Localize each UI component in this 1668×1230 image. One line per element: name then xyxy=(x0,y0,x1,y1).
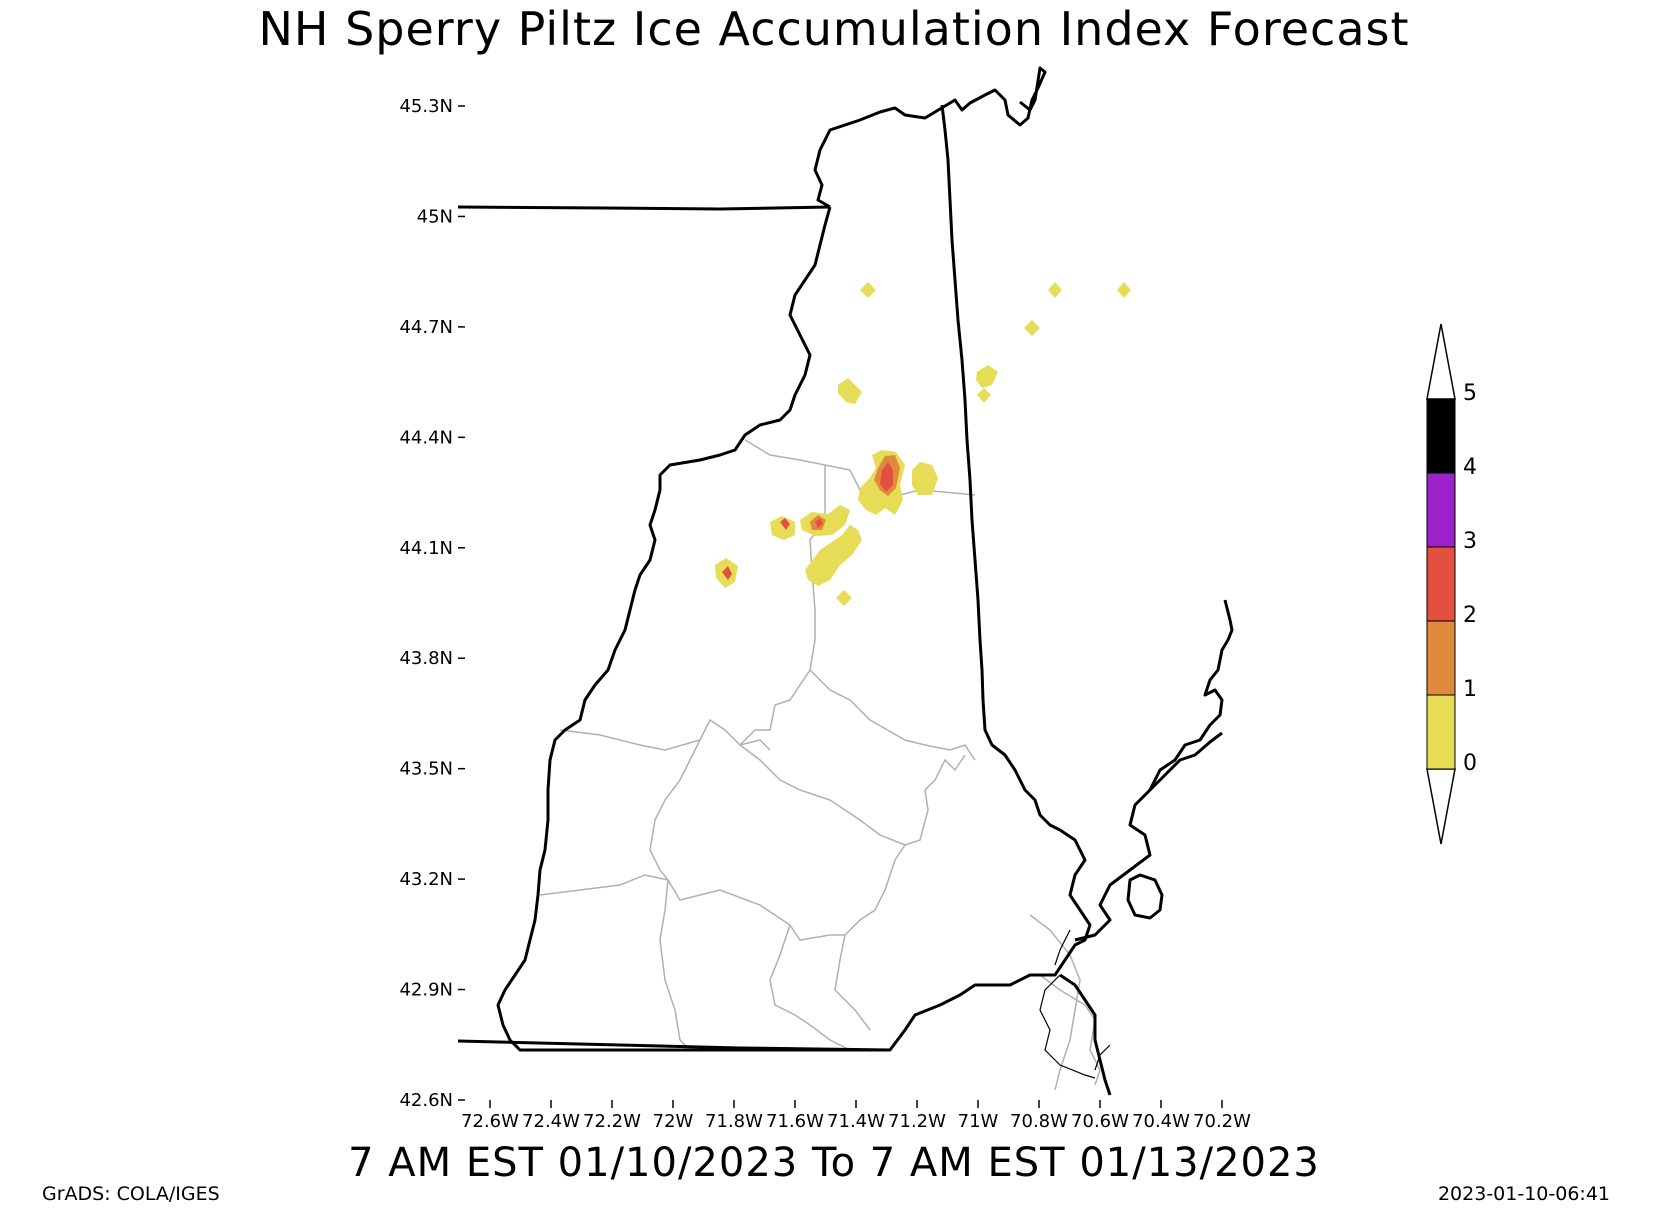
ice-region xyxy=(860,282,876,298)
latitude-ticks: 45.3N 45N 44.7N 44.4N 44.1N 43.8N 43.5N 43.2N 42… xyxy=(399,96,465,1111)
legend-label: 3 xyxy=(1463,529,1477,554)
lat-tick-label: 44.4N xyxy=(399,427,453,448)
software-credit: GrADS: COLA/IGES xyxy=(42,1183,220,1205)
coast-loop xyxy=(1126,873,1164,920)
ma-border xyxy=(457,1039,891,1052)
coast-north xyxy=(1148,599,1234,791)
lat-tick-label: 45N xyxy=(417,206,453,227)
ice-region xyxy=(1117,282,1131,298)
legend-label: 2 xyxy=(1463,603,1477,628)
inlet-boundaries xyxy=(1039,929,1111,1079)
lon-tick-label: 72W xyxy=(653,1111,694,1132)
map-title: NH Sperry Piltz Ice Accumulation Index F… xyxy=(258,2,1410,56)
ice-region xyxy=(805,525,862,586)
longitude-ticks: 72.6W 72.4W 72.2W 72W 71.8W 71.6W 71.4W 71.2W 71… xyxy=(461,1100,1251,1132)
legend-swatch xyxy=(1426,694,1456,770)
lon-tick-label: 70.2W xyxy=(1193,1111,1251,1132)
ice-region xyxy=(838,378,862,404)
ice-region xyxy=(1048,282,1062,298)
legend-label: 4 xyxy=(1463,455,1477,480)
ice-region xyxy=(836,590,852,606)
maine-coast xyxy=(1074,731,1223,942)
legend-label: 1 xyxy=(1463,677,1477,702)
generated-timestamp: 2023-01-10-06:41 xyxy=(1437,1183,1610,1205)
ice-region xyxy=(977,388,991,403)
lon-tick-label: 70.4W xyxy=(1132,1111,1190,1132)
lat-tick-label: 45.3N xyxy=(399,96,453,117)
ice-region xyxy=(1024,320,1040,336)
lon-tick-label: 71.2W xyxy=(888,1111,946,1132)
lat-tick-label: 43.8N xyxy=(399,648,453,669)
valid-period: 7 AM EST 01/10/2023 To 7 AM EST 01/13/20… xyxy=(348,1140,1320,1186)
legend-upper-arrow xyxy=(1426,323,1456,400)
piscataqua xyxy=(1059,973,1112,1096)
ice-accumulation-regions xyxy=(715,282,1131,606)
ice-region xyxy=(780,518,790,530)
lon-tick-label: 70.6W xyxy=(1071,1111,1129,1132)
legend-label: 5 xyxy=(1463,381,1477,406)
nh-outline xyxy=(496,66,1092,1052)
lon-tick-label: 72.2W xyxy=(583,1111,641,1132)
ice-region xyxy=(880,462,893,492)
state-boundaries xyxy=(457,66,1234,1096)
color-legend: 0 1 2 3 4 5 xyxy=(1426,323,1477,845)
lat-tick-label: 43.2N xyxy=(399,869,453,890)
lon-tick-label: 70.8W xyxy=(1010,1111,1068,1132)
lat-tick-label: 42.6N xyxy=(399,1090,453,1111)
legend-label: 0 xyxy=(1463,751,1477,776)
legend-swatch xyxy=(1426,620,1456,696)
lat-tick-label: 44.1N xyxy=(399,538,453,559)
legend-swatch xyxy=(1426,398,1456,474)
legend-swatch xyxy=(1426,472,1456,548)
ice-region xyxy=(815,518,823,528)
legend-swatch xyxy=(1426,546,1456,622)
legend-lower-arrow xyxy=(1426,768,1456,845)
lat-tick-label: 43.5N xyxy=(399,759,453,780)
ice-region xyxy=(722,566,732,580)
ice-region xyxy=(770,516,795,540)
lat-tick-label: 42.9N xyxy=(399,980,453,1001)
quebec-border xyxy=(457,205,831,211)
lon-tick-label: 71W xyxy=(958,1111,999,1132)
ice-region xyxy=(912,462,938,495)
lon-tick-label: 71.6W xyxy=(766,1111,824,1132)
lon-tick-label: 71.8W xyxy=(705,1111,763,1132)
map-axes: 45.3N 45N 44.7N 44.4N 44.1N 43.8N 43.5N 43.2N 42… xyxy=(399,96,1251,1132)
lat-tick-label: 44.7N xyxy=(399,317,453,338)
lon-tick-label: 72.4W xyxy=(522,1111,580,1132)
lon-tick-label: 71.4W xyxy=(827,1111,885,1132)
county-boundaries xyxy=(539,439,1101,1091)
ice-region xyxy=(976,365,998,388)
lon-tick-label: 72.6W xyxy=(461,1111,519,1132)
